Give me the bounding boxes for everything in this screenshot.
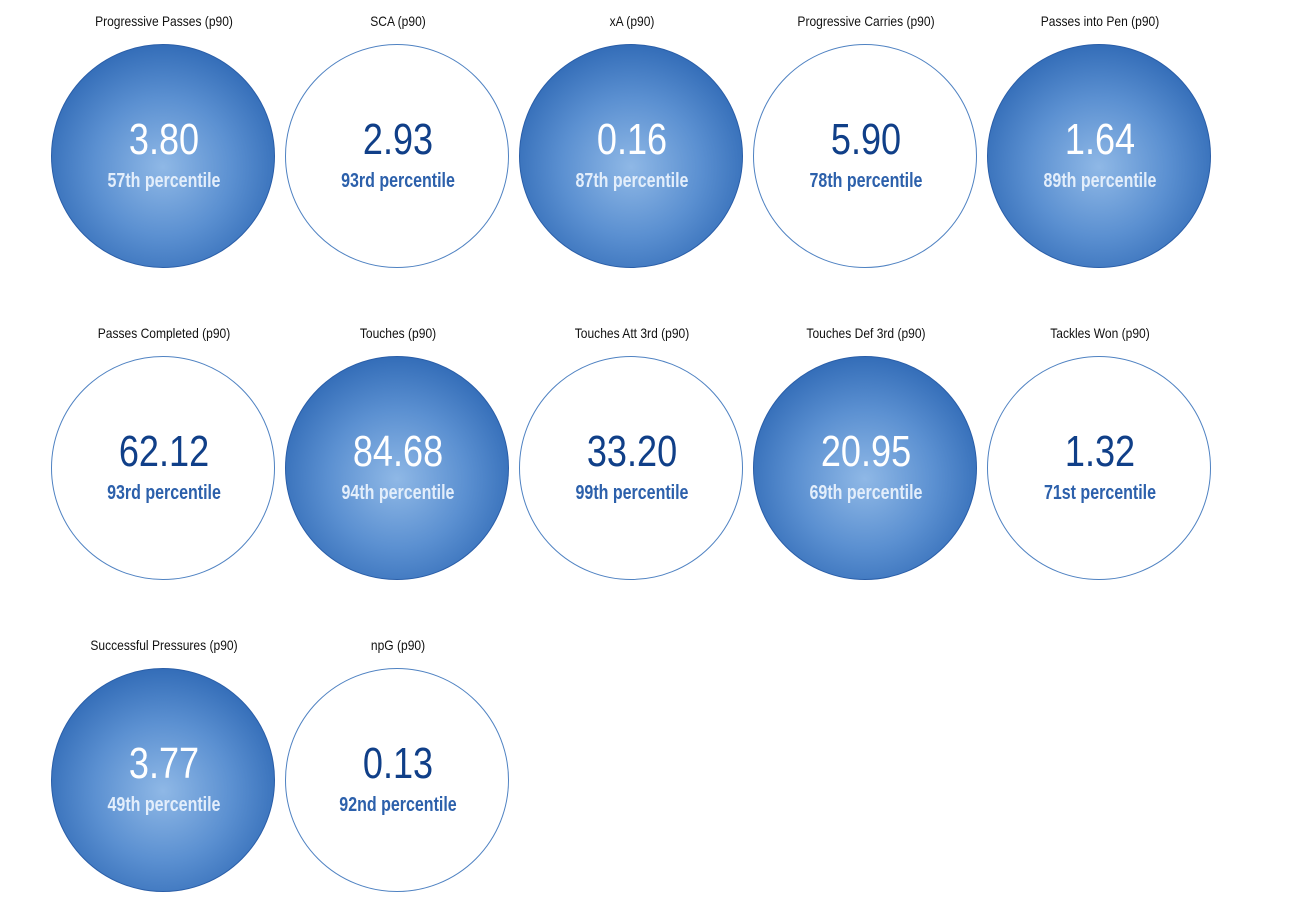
stat-title: Touches Att 3rd (p90) xyxy=(574,325,690,341)
stat-percentile: 93rd percentile xyxy=(341,170,455,192)
stat-percentile: 99th percentile xyxy=(575,482,689,504)
stat-circle: 3.80 57th percentile xyxy=(51,44,275,268)
stat-value: 5.90 xyxy=(830,115,902,164)
stat-tile: Passes Completed (p90) 62.12 93rd percenti… xyxy=(47,312,281,612)
stat-percentile: 89th percentile xyxy=(1043,170,1157,192)
stat-value: 62.12 xyxy=(118,427,210,476)
stat-title: npG (p90) xyxy=(370,637,426,653)
stat-circle: 33.20 99th percentile xyxy=(519,356,743,580)
stat-tile: Progressive Passes (p90) 3.80 57th percent… xyxy=(47,0,281,300)
stat-circle: 20.95 69th percentile xyxy=(753,356,977,580)
stat-value: 84.68 xyxy=(352,427,444,476)
stat-circle: 3.77 49th percentile xyxy=(51,668,275,892)
stat-value: 3.80 xyxy=(128,115,200,164)
stat-tile: Tackles Won (p90) 1.32 71st percentile xyxy=(983,312,1217,612)
stat-percentile: 78th percentile xyxy=(809,170,923,192)
stat-circle: 2.93 93rd percentile xyxy=(285,44,509,268)
stat-tile: xA (p90) 0.16 87th percentile xyxy=(515,0,749,300)
stat-title: Tackles Won (p90) xyxy=(1050,325,1150,341)
stat-title: Passes into Pen (p90) xyxy=(1040,13,1160,29)
stat-circle: 0.16 87th percentile xyxy=(519,44,743,268)
stat-percentile: 57th percentile xyxy=(107,170,221,192)
stat-circle: 62.12 93rd percentile xyxy=(51,356,275,580)
stat-percentile: 49th percentile xyxy=(107,794,221,816)
stat-tile: Successful Pressures (p90) 3.77 49th perce… xyxy=(47,624,281,924)
stat-circle: 84.68 94th percentile xyxy=(285,356,509,580)
stat-value: 1.64 xyxy=(1064,115,1136,164)
stat-title: Touches (p90) xyxy=(359,325,437,341)
stat-value: 20.95 xyxy=(820,427,912,476)
stat-percentile: 71st percentile xyxy=(1043,482,1157,504)
stat-tile: SCA (p90) 2.93 93rd percentile xyxy=(281,0,515,300)
stat-tile: Progressive Carries (p90) 5.90 78th percen… xyxy=(749,0,983,300)
stat-tile: Touches Def 3rd (p90) 20.95 69th percentil… xyxy=(749,312,983,612)
stat-circle: 1.32 71st percentile xyxy=(987,356,1211,580)
stat-tile: Passes into Pen (p90) 1.64 89th percentile xyxy=(983,0,1217,300)
stat-percentile: 69th percentile xyxy=(809,482,923,504)
stat-percentile: 93rd percentile xyxy=(107,482,221,504)
stat-tile: Touches (p90) 84.68 94th percentile xyxy=(281,312,515,612)
stat-value: 0.13 xyxy=(362,739,434,788)
stat-percentile: 87th percentile xyxy=(575,170,689,192)
stat-tile: Touches Att 3rd (p90) 33.20 99th percentil… xyxy=(515,312,749,612)
stat-percentile: 92nd percentile xyxy=(339,794,457,816)
stat-title: Progressive Passes (p90) xyxy=(95,13,233,29)
stat-title: Touches Def 3rd (p90) xyxy=(806,325,926,341)
stat-percentile: 94th percentile xyxy=(341,482,455,504)
stat-value: 1.32 xyxy=(1064,427,1136,476)
stat-title: xA (p90) xyxy=(609,13,655,29)
stat-value: 0.16 xyxy=(596,115,668,164)
stat-value: 3.77 xyxy=(128,739,200,788)
stat-value: 2.93 xyxy=(362,115,434,164)
stat-title: Progressive Carries (p90) xyxy=(797,13,935,29)
stat-title: Passes Completed (p90) xyxy=(97,325,231,341)
stat-value: 33.20 xyxy=(586,427,678,476)
stat-title: SCA (p90) xyxy=(370,13,426,29)
stat-circle: 5.90 78th percentile xyxy=(753,44,977,268)
stat-circle: 0.13 92nd percentile xyxy=(285,668,509,892)
stat-circle: 1.64 89th percentile xyxy=(987,44,1211,268)
stat-title: Successful Pressures (p90) xyxy=(90,637,238,653)
stat-tile: npG (p90) 0.13 92nd percentile xyxy=(281,624,515,924)
